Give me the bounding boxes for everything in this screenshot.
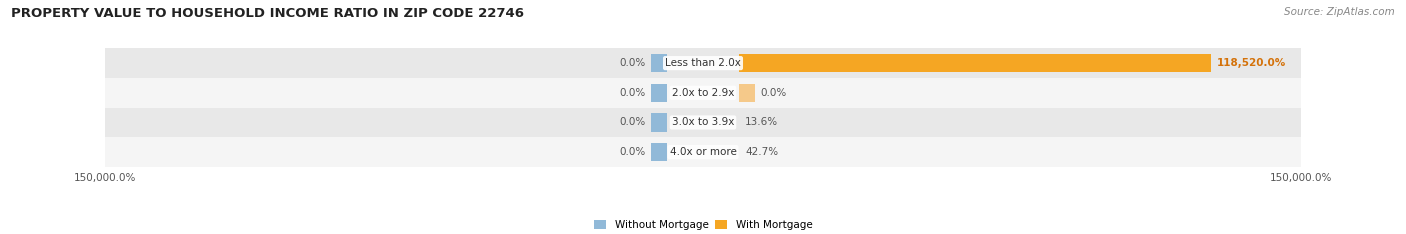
Text: 13.6%: 13.6% <box>745 117 778 128</box>
Text: 4.0x or more: 4.0x or more <box>669 147 737 157</box>
Text: 118,520.0%: 118,520.0% <box>1218 58 1286 68</box>
Text: 0.0%: 0.0% <box>761 88 787 98</box>
Text: Less than 2.0x: Less than 2.0x <box>665 58 741 68</box>
Text: 0.0%: 0.0% <box>619 147 645 157</box>
Bar <box>105 108 1301 137</box>
Bar <box>740 84 755 102</box>
Text: 3.0x to 3.9x: 3.0x to 3.9x <box>672 117 734 128</box>
Text: 42.7%: 42.7% <box>745 147 778 157</box>
Bar <box>105 48 1301 78</box>
Text: Source: ZipAtlas.com: Source: ZipAtlas.com <box>1284 7 1395 17</box>
Bar <box>651 54 668 72</box>
Bar <box>740 54 1211 72</box>
Text: PROPERTY VALUE TO HOUSEHOLD INCOME RATIO IN ZIP CODE 22746: PROPERTY VALUE TO HOUSEHOLD INCOME RATIO… <box>11 7 524 20</box>
Text: 0.0%: 0.0% <box>619 58 645 68</box>
Text: 0.0%: 0.0% <box>619 117 645 128</box>
Legend: Without Mortgage, With Mortgage: Without Mortgage, With Mortgage <box>593 220 813 230</box>
Bar <box>651 84 668 102</box>
Bar <box>651 143 668 161</box>
Bar <box>651 113 668 132</box>
Text: 0.0%: 0.0% <box>619 88 645 98</box>
Text: 2.0x to 2.9x: 2.0x to 2.9x <box>672 88 734 98</box>
Bar <box>105 137 1301 167</box>
Bar <box>105 78 1301 108</box>
